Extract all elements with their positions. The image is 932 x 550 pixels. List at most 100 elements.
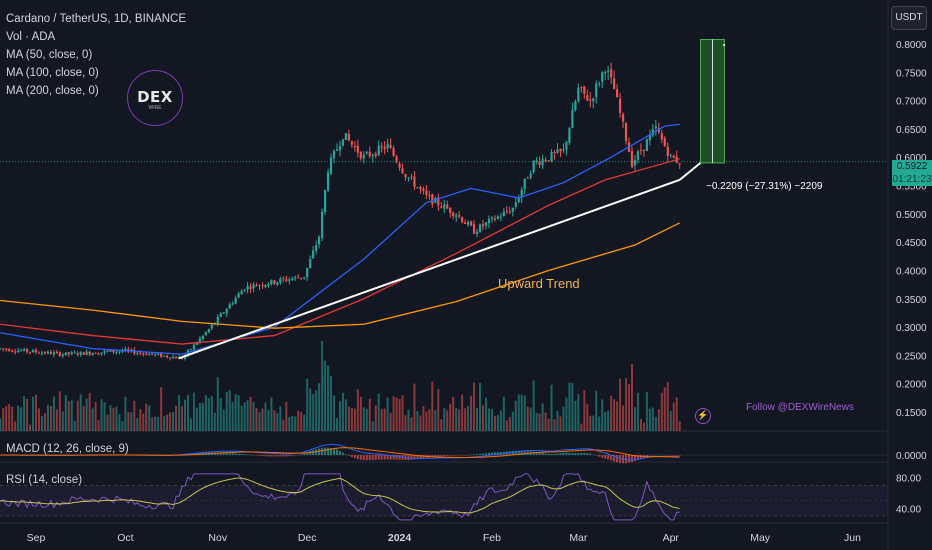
macd-histogram-bar — [261, 455, 264, 457]
macd-histogram-bar — [279, 455, 282, 457]
volume-bar — [267, 410, 270, 431]
volume-bar — [130, 412, 133, 431]
macd-histogram-bar — [222, 452, 225, 455]
candle-body — [201, 335, 204, 339]
volume-bar — [49, 406, 52, 431]
ma200-label[interactable]: MA (200, close, 0) — [6, 85, 99, 97]
logo-subtext: WIRE — [148, 105, 162, 111]
macd-histogram-bar — [669, 455, 672, 456]
macd-histogram-bar — [335, 449, 338, 455]
macd-label[interactable]: MACD (12, 26, close, 9) — [6, 443, 129, 455]
candle-body — [678, 163, 681, 165]
symbol-title[interactable]: Cardano / TetherUS, 1D, BINANCE — [6, 13, 187, 25]
volume-bar — [356, 389, 359, 431]
candle-body — [413, 176, 416, 187]
candle-body — [97, 353, 100, 355]
volume-bar — [142, 413, 145, 431]
candle-body — [589, 99, 592, 101]
volume-bar — [246, 400, 249, 431]
volume-bar — [377, 393, 380, 431]
volume-bar — [374, 405, 377, 431]
volume-bar — [291, 416, 294, 431]
candle-body — [312, 250, 315, 259]
volume-bar — [368, 398, 371, 431]
candle-body — [645, 139, 648, 152]
candle-body — [666, 146, 669, 157]
candle-body — [332, 150, 336, 159]
candle-body — [583, 86, 586, 94]
macd-signal-line — [0, 447, 680, 458]
price-tick-label: 0.2500 — [896, 351, 927, 362]
volume-bar — [94, 402, 97, 431]
macd-histogram-bar — [464, 455, 467, 456]
candle-body — [17, 350, 20, 353]
macd-histogram-bar — [562, 452, 565, 455]
volume-bar — [160, 387, 163, 431]
lightning-icon[interactable]: ⚡ — [695, 408, 711, 424]
macd-histogram-bar — [476, 454, 479, 455]
macd-histogram-bar — [434, 455, 437, 457]
candle-body — [43, 352, 47, 354]
candle-body — [249, 286, 252, 290]
macd-histogram-bar — [636, 455, 639, 460]
volume-bar — [276, 413, 279, 431]
candle-body — [639, 149, 643, 151]
volume-bar — [669, 410, 672, 431]
rsi-label[interactable]: RSI (14, close) — [6, 474, 83, 486]
candle-body — [329, 157, 333, 174]
price-tick-label: 0.3500 — [896, 295, 927, 306]
candle-body — [270, 279, 273, 285]
macd-histogram-bar — [237, 453, 240, 455]
candle-body — [636, 151, 640, 160]
candle-body — [565, 141, 568, 150]
macd-histogram-bar — [333, 448, 335, 455]
candle-body — [401, 168, 404, 173]
macd-histogram-bar — [252, 455, 255, 456]
volume-bar — [428, 409, 431, 431]
candle-body — [440, 206, 443, 208]
macd-histogram-bar — [559, 452, 562, 455]
candle-body — [148, 353, 151, 356]
volume-bar — [121, 421, 124, 431]
volume-bar — [324, 360, 327, 431]
currency-button[interactable]: USDT — [891, 6, 927, 30]
volume-bar — [321, 341, 324, 431]
macd-histogram-bar — [484, 453, 487, 455]
volume-bar — [338, 401, 341, 431]
macd-histogram-bar — [392, 455, 395, 460]
volume-label[interactable]: Vol · ADA — [6, 31, 56, 43]
volume-bar — [2, 408, 5, 431]
candle-body — [282, 278, 285, 280]
macd-histogram-bar — [580, 452, 583, 455]
candle-body — [22, 348, 26, 351]
volume-bar — [511, 411, 514, 431]
candle-body — [446, 204, 449, 209]
candle-body — [344, 133, 348, 140]
candle-body — [136, 352, 139, 354]
candle-body — [151, 353, 154, 355]
candle-body — [5, 348, 8, 350]
volume-bar — [386, 397, 389, 431]
candle-body — [85, 351, 88, 355]
ma50-label[interactable]: MA (50, close, 0) — [6, 49, 93, 61]
candle-body — [320, 211, 324, 238]
macd-histogram-bar — [577, 452, 580, 455]
ma100-label[interactable]: MA (100, close, 0) — [6, 67, 99, 79]
volume-bar — [237, 395, 240, 431]
volume-bar — [282, 419, 285, 431]
candle-body — [505, 210, 508, 212]
candle-body — [592, 98, 595, 101]
macd-histogram-bar — [470, 454, 473, 456]
volume-bar — [550, 384, 553, 431]
candle-body — [574, 101, 577, 111]
macd-histogram-bar — [327, 447, 330, 455]
candle-body — [91, 353, 94, 356]
candle-body — [204, 332, 207, 335]
candle-body — [237, 293, 240, 298]
macd-histogram-bar — [657, 454, 660, 456]
volume-bar — [470, 395, 473, 431]
volume-bar — [645, 391, 648, 431]
macd-histogram-bar — [398, 455, 401, 460]
candle-body — [323, 190, 327, 213]
